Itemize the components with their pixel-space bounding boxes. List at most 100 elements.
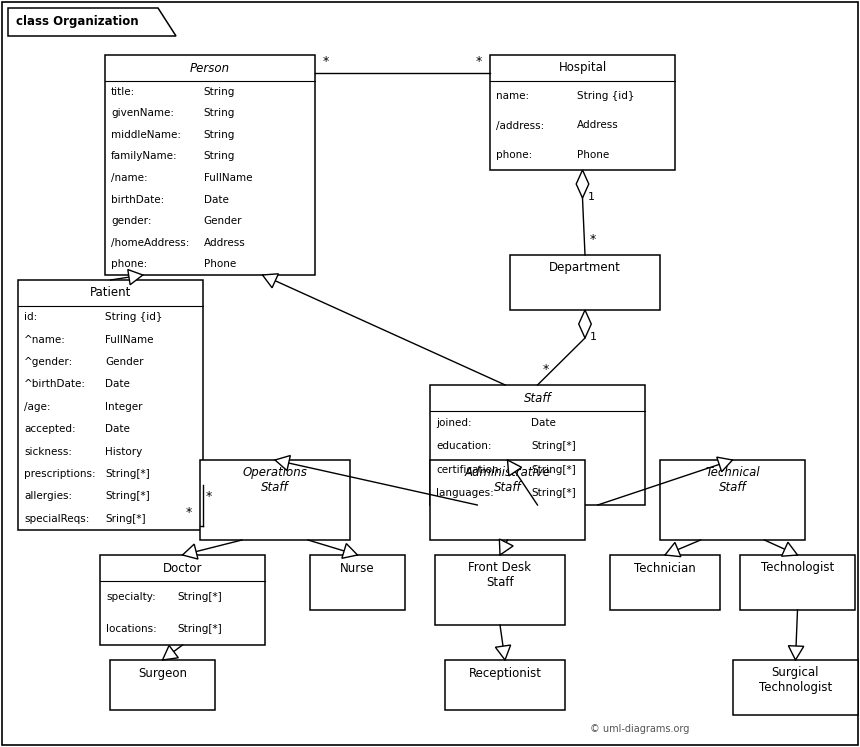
- Text: /homeAddress:: /homeAddress:: [111, 238, 189, 248]
- Text: prescriptions:: prescriptions:: [24, 469, 95, 479]
- Text: sickness:: sickness:: [24, 447, 72, 456]
- Bar: [740, 555, 855, 610]
- Bar: [510, 255, 660, 310]
- Text: *: *: [476, 55, 482, 68]
- Text: phone:: phone:: [496, 150, 532, 160]
- Text: Address: Address: [204, 238, 245, 248]
- Text: id:: id:: [24, 312, 37, 322]
- Text: Patient: Patient: [89, 287, 132, 300]
- Polygon shape: [342, 544, 358, 558]
- Polygon shape: [163, 645, 178, 660]
- Polygon shape: [789, 645, 804, 660]
- Text: Receptionist: Receptionist: [469, 666, 542, 680]
- Text: Technologist: Technologist: [761, 562, 834, 574]
- Polygon shape: [182, 544, 198, 559]
- Bar: [610, 555, 720, 610]
- Text: familyName:: familyName:: [111, 152, 178, 161]
- Text: ^gender:: ^gender:: [24, 357, 73, 367]
- Text: History: History: [105, 447, 142, 456]
- Text: String {id}: String {id}: [577, 91, 635, 101]
- Text: String {id}: String {id}: [105, 312, 163, 322]
- Text: String[*]: String[*]: [531, 441, 576, 451]
- Text: Date: Date: [531, 418, 556, 428]
- Text: String[*]: String[*]: [531, 465, 576, 475]
- Text: Technician: Technician: [634, 562, 696, 574]
- Text: education:: education:: [436, 441, 492, 451]
- Polygon shape: [275, 456, 291, 471]
- Bar: [18, 280, 203, 530]
- Text: joined:: joined:: [436, 418, 471, 428]
- Text: Phone: Phone: [204, 259, 236, 269]
- Text: String: String: [204, 130, 235, 140]
- Text: Operations
Staff: Operations Staff: [243, 466, 307, 494]
- Text: Nurse: Nurse: [341, 562, 375, 574]
- Text: locations:: locations:: [106, 624, 157, 634]
- Text: 1: 1: [590, 332, 597, 342]
- Text: Gender: Gender: [204, 216, 243, 226]
- Polygon shape: [579, 310, 592, 338]
- Text: /name:: /name:: [111, 173, 148, 183]
- Text: String: String: [204, 152, 235, 161]
- Text: *: *: [323, 55, 329, 68]
- Text: Staff: Staff: [524, 391, 551, 404]
- Bar: [100, 555, 265, 645]
- Bar: [105, 55, 315, 275]
- Bar: [310, 555, 405, 610]
- Text: Date: Date: [105, 424, 130, 434]
- Text: String[*]: String[*]: [105, 469, 150, 479]
- Text: Sring[*]: Sring[*]: [105, 514, 145, 524]
- Text: gender:: gender:: [111, 216, 151, 226]
- Text: Department: Department: [549, 261, 621, 274]
- Polygon shape: [495, 645, 511, 660]
- Polygon shape: [576, 170, 589, 198]
- Text: String[*]: String[*]: [177, 592, 222, 602]
- Text: *: *: [206, 490, 212, 503]
- Text: FullName: FullName: [105, 335, 153, 344]
- Bar: [490, 55, 675, 170]
- Polygon shape: [782, 542, 797, 557]
- Text: Person: Person: [190, 61, 230, 75]
- Text: title:: title:: [111, 87, 135, 97]
- Polygon shape: [262, 273, 279, 288]
- Polygon shape: [665, 542, 681, 557]
- Bar: [200, 460, 350, 540]
- Text: languages:: languages:: [436, 489, 494, 498]
- Text: givenName:: givenName:: [111, 108, 174, 118]
- Text: Address: Address: [577, 120, 618, 131]
- Text: accepted:: accepted:: [24, 424, 76, 434]
- Text: Phone: Phone: [577, 150, 609, 160]
- Text: ^birthDate:: ^birthDate:: [24, 379, 86, 389]
- Bar: [733, 660, 858, 715]
- Text: specialty:: specialty:: [106, 592, 156, 602]
- Text: specialReqs:: specialReqs:: [24, 514, 89, 524]
- Bar: [445, 660, 565, 710]
- Text: certification:: certification:: [436, 465, 502, 475]
- Bar: [110, 660, 215, 710]
- Text: © uml-diagrams.org: © uml-diagrams.org: [590, 724, 690, 734]
- Text: *: *: [543, 363, 549, 376]
- Polygon shape: [8, 8, 176, 36]
- Text: Surgeon: Surgeon: [138, 666, 187, 680]
- Text: String: String: [204, 87, 235, 97]
- Text: ^name:: ^name:: [24, 335, 66, 344]
- Text: middleName:: middleName:: [111, 130, 181, 140]
- Text: Doctor: Doctor: [163, 562, 202, 574]
- Text: String: String: [204, 108, 235, 118]
- Text: 1: 1: [587, 192, 594, 202]
- Text: name:: name:: [496, 91, 529, 101]
- Polygon shape: [500, 539, 513, 555]
- Bar: [430, 385, 645, 505]
- Text: Technical
Staff: Technical Staff: [705, 466, 760, 494]
- Bar: [435, 555, 565, 625]
- Text: /address:: /address:: [496, 120, 544, 131]
- Text: Date: Date: [204, 194, 229, 205]
- Text: Front Desk
Staff: Front Desk Staff: [469, 561, 531, 589]
- Text: class Organization: class Organization: [16, 16, 138, 28]
- Text: Gender: Gender: [105, 357, 144, 367]
- Text: /age:: /age:: [24, 402, 51, 412]
- Text: Date: Date: [105, 379, 130, 389]
- Polygon shape: [716, 457, 733, 472]
- Text: FullName: FullName: [204, 173, 252, 183]
- Text: phone:: phone:: [111, 259, 147, 269]
- Text: String[*]: String[*]: [531, 489, 576, 498]
